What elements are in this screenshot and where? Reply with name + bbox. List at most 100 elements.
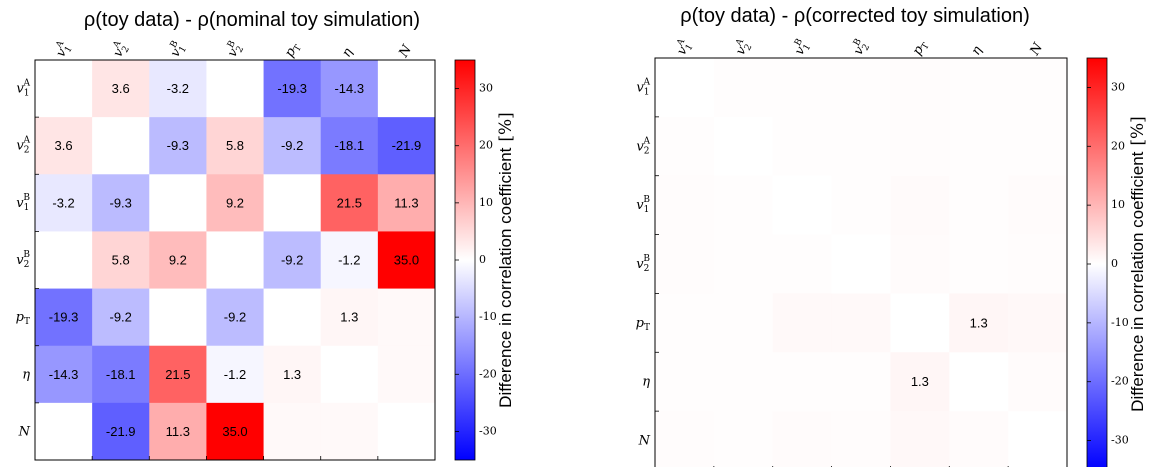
x-tick-label: N <box>1027 40 1046 59</box>
colorbar-tick-label: 0 <box>1111 257 1118 270</box>
heatmap-cell <box>206 60 265 118</box>
x-tick-label: v2B <box>222 39 246 61</box>
heatmap-cell <box>35 402 93 461</box>
colorbar-tick-label: 30 <box>479 82 493 95</box>
y-tick-label-base: η <box>22 367 30 382</box>
plot-frame <box>654 57 1068 467</box>
y-tick-label-sup: A <box>643 77 651 87</box>
heatmap-cell <box>772 58 833 118</box>
heatmap-cell <box>1008 175 1068 236</box>
heatmap-cell <box>35 231 93 290</box>
x-tick-label: pT <box>909 38 931 59</box>
y-tick-label: N <box>638 433 651 448</box>
heatmap-cell <box>263 60 322 118</box>
cell-value-label: 11.3 <box>394 195 418 210</box>
heatmap-cell <box>263 288 322 347</box>
heatmap-cells: 3.6 -3.2 -19.3 -14.3 3.6 -9.3 5.8 -9.2 -18.1 -21.… <box>35 60 436 461</box>
cell-value-label: -21.9 <box>106 424 136 439</box>
x-tick-label-base: η <box>339 45 356 59</box>
heatmap-cell <box>949 58 1009 118</box>
heatmap-cell <box>92 174 150 232</box>
x-tick-label-sup: A <box>733 37 746 49</box>
y-tick-label-base: v <box>636 80 644 95</box>
heatmap-cell <box>655 293 715 353</box>
cell-value-label: 35.0 <box>222 424 247 439</box>
colorbar-tick-label: -30 <box>479 424 497 437</box>
heatmap-cell <box>263 402 322 461</box>
heatmap-cell <box>92 60 150 118</box>
heatmap-cell <box>206 345 265 404</box>
heatmap-cell <box>263 231 322 290</box>
heatmap-cell <box>949 116 1009 177</box>
heatmap-cell <box>831 58 891 118</box>
colorbar-label: Difference in correlation coefficient [%] <box>496 112 516 408</box>
cell-value-label: 1.3 <box>283 367 301 382</box>
heatmap-cell <box>772 352 833 412</box>
heatmap-cell <box>890 411 950 467</box>
y-tick-label-sub: T <box>24 317 30 327</box>
y-tick-label-sub: 2 <box>24 145 30 155</box>
cell-value-label: -9.2 <box>281 138 303 153</box>
y-tick-label-base: N <box>638 433 651 448</box>
x-tick-label: v1B <box>789 37 813 59</box>
heatmap-cell <box>377 345 436 404</box>
heatmap-cell <box>206 231 265 290</box>
heatmap-cell <box>206 117 265 175</box>
heatmap-cell <box>377 117 436 175</box>
cell-value-label: -3.2 <box>52 195 74 210</box>
colorbar <box>1086 57 1108 467</box>
heatmap-cell <box>949 293 1009 353</box>
heatmap-cell <box>320 60 379 118</box>
cell-value-label: 1.3 <box>340 310 358 325</box>
y-tick-label-sub: T <box>644 322 650 332</box>
x-tick-label-sup: A <box>111 39 124 51</box>
heatmap-cell <box>890 234 950 294</box>
heatmap-cell <box>206 174 265 232</box>
y-tick-label-sub: 1 <box>24 88 30 98</box>
heatmap-cell <box>206 402 265 461</box>
heatmap-panel-corrected: ρ(toy data) - ρ(corrected toy simulation… <box>636 5 1148 467</box>
x-tick-label: N <box>395 42 414 61</box>
y-tick-label: v2A <box>636 136 650 156</box>
heatmap-cell <box>92 288 150 347</box>
y-tick-label: N <box>18 424 31 439</box>
heatmap-cell <box>655 58 715 118</box>
heatmap-cell <box>772 175 833 236</box>
heatmap-panel-nominal: ρ(toy data) - ρ(nominal toy simulation) 3… <box>16 9 516 461</box>
cell-value-label: 35.0 <box>394 253 419 268</box>
y-tick-label-sub: 2 <box>24 260 30 270</box>
cell-value-label: 9.2 <box>169 253 187 268</box>
heatmap-cell <box>949 352 1009 412</box>
heatmap-cell <box>149 345 207 404</box>
heatmap-cell <box>263 117 322 175</box>
x-tick-label: v2A <box>730 37 754 59</box>
y-tick-label-sup: B <box>643 254 650 264</box>
colorbar-tick-label: -10 <box>1111 316 1129 329</box>
plot-frame <box>34 59 436 461</box>
heatmap-cell <box>890 175 950 236</box>
heatmap-cell <box>890 116 950 177</box>
cell-value-label: -9.3 <box>167 138 189 153</box>
heatmap-cell <box>35 117 93 175</box>
heatmap-cell <box>655 234 715 294</box>
colorbar-tick-label: 30 <box>1111 80 1125 93</box>
x-tick-label-sup: B <box>225 39 237 50</box>
y-tick-label: v1A <box>16 78 30 98</box>
y-tick-label: v1B <box>16 192 30 212</box>
x-tick-label-sub: 2 <box>120 44 132 54</box>
cell-value-label: 11.3 <box>166 424 190 439</box>
heatmap-cell <box>1008 293 1068 353</box>
colorbar-label-text: Difference in correlation coefficient <box>1128 151 1147 411</box>
axis-ticks <box>34 59 436 461</box>
cell-value-label: 5.8 <box>112 253 130 268</box>
heatmap-cell <box>377 231 436 290</box>
x-tick-label-sup: B <box>168 39 180 50</box>
heatmap-cell <box>949 234 1009 294</box>
colorbar-label: Difference in correlation coefficient [%] <box>1128 116 1148 412</box>
cell-value-label: 1.3 <box>970 315 988 330</box>
y-tick-label: v2A <box>16 135 30 155</box>
heatmap-cell <box>890 352 950 412</box>
cell-value-label: -18.1 <box>106 367 136 382</box>
heatmap-cell <box>1008 116 1068 177</box>
